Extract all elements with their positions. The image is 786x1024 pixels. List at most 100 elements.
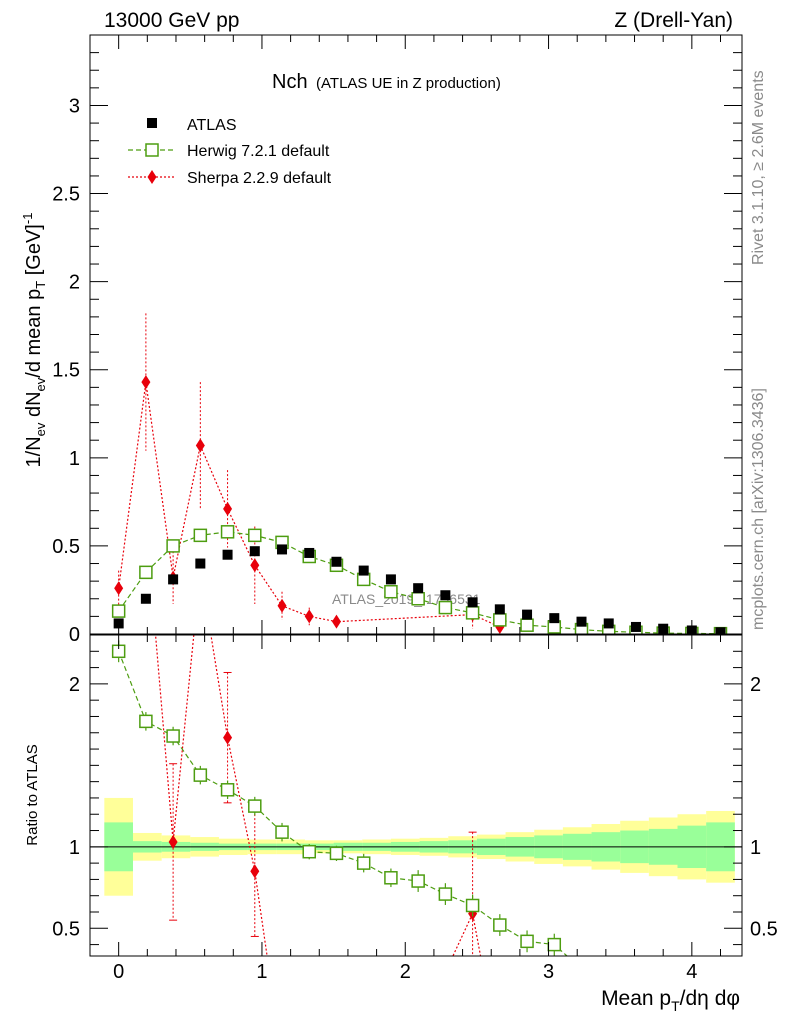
atlas-point [304,547,315,558]
sherpa-ratio-line [154,635,482,956]
main-y-tick-label: 3 [69,95,80,117]
atlas-point [494,604,505,615]
atlas-point [467,597,478,608]
sherpa-point [250,558,260,573]
x-tick-label: 4 [686,961,697,983]
herwig-ratio-point [329,846,344,861]
sherpa-ratio-point [168,834,178,849]
legend-herwig-marker [145,143,159,157]
analysis-watermark: ATLAS_2019_I1736531 [332,591,481,607]
sherpa-point [277,598,287,613]
main-y-tick-label: 0.5 [52,536,80,558]
main-y-tick-label: 1 [69,448,80,470]
rivet-version-label: Rivet 3.1.10, ≥ 2.6M events [750,70,767,265]
main-frame [89,34,743,635]
atlas-point [195,558,206,569]
atlas-point [140,593,151,604]
herwig-ratio-point [166,729,180,743]
herwig-ratio-point [193,768,208,782]
ratio-y-axis-label: Ratio to ATLAS [24,744,41,845]
sherpa-point [141,375,151,390]
atlas-point [249,546,260,557]
legend: ATLAS Herwig 7.2.1 default Sherpa 2.2.9 … [128,117,332,187]
atlas-point [222,549,233,560]
herwig-line [118,531,721,634]
herwig-ratio-line [118,651,568,956]
herwig-point [465,606,480,620]
herwig-ratio-point [411,874,425,888]
sherpa-point [304,609,314,624]
herwig-point [384,584,398,599]
main-y-axis-label: 1/Nev dNev/d mean pT [GeV]-1 [20,213,48,468]
herwig-ratio-point [275,825,289,839]
x-tick-labels: 0 1 2 3 4 [113,961,697,983]
herwig-point [248,528,262,543]
atlas-point [522,609,533,620]
herwig-point [411,592,425,606]
herwig-ratio-point [384,871,398,885]
herwig-point [139,565,153,580]
herwig-ratio-point [493,918,507,932]
legend-atlas-marker [147,118,157,128]
ratio-series [111,635,568,956]
sherpa-point [114,581,124,596]
ratio-y-tick-label-left: 0.5 [52,918,80,940]
ratio-frame [89,634,743,957]
herwig-ratio-point [520,934,534,949]
legend-herwig-label: Herwig 7.2.1 default [187,143,330,160]
mcplots-source-label: mcplots.cern.ch [arXiv:1306.3436] [750,388,767,630]
sherpa-ratio-point [223,730,233,745]
sherpa-point [223,501,233,516]
ratio-y-tick-label-right: 1 [750,837,761,859]
main-panel: ATLAS_2019_I1736531 0 0.5 1 1.5 2 2.5 3 Nch (A… [20,34,743,646]
herwig-ratio-point [465,898,480,913]
herwig-ratio-point [220,783,235,797]
herwig-ratio-point [356,856,371,870]
main-y-tick-label: 2 [69,272,80,294]
atlas-point [277,544,288,555]
main-y-tick-label: 1.5 [52,360,80,382]
x-tick-label: 1 [256,961,267,983]
legend-atlas-label: ATLAS [187,117,237,134]
main-title: Nch (ATLAS UE in Z production) [272,71,501,93]
energy-label: 13000 GeV pp [104,9,239,32]
herwig-point [520,618,534,632]
herwig-ratio-point [139,714,153,729]
x-tick-label: 0 [113,961,124,983]
main-y-tick-labels: 0 0.5 1 1.5 2 2.5 3 [52,95,80,646]
atlas-point [603,618,614,629]
legend-sherpa-label: Sherpa 2.2.9 default [187,170,332,187]
herwig-point [493,613,507,627]
x-tick-label: 2 [400,961,411,983]
ratio-y-tick-label-left: 1 [69,837,80,859]
atlas-point [630,621,641,632]
atlas-point [686,625,697,634]
sherpa-point [331,614,341,629]
atlas-point [113,618,124,629]
herwig-ratio-point [547,937,562,952]
atlas-point [440,590,451,601]
herwig-point [438,600,453,615]
herwig-ratio-point [248,799,262,813]
herwig-point [111,604,126,618]
atlas-point [331,556,342,567]
herwig-point [193,528,208,543]
herwig-ratio-point [438,887,453,901]
ratio-panel: 0.5 0.5 1 1 2 2 Ratio to ATLAS [24,634,778,957]
ratio-y-tick-label-left: 2 [69,674,80,696]
main-y-tick-label: 0 [69,624,80,646]
atlas-point [715,627,726,634]
main-title-text: Nch [272,71,308,93]
herwig-ratio-point [302,844,316,859]
ratio-y-tick-labels: 0.5 0.5 1 1 2 2 [52,674,778,940]
atlas-point [658,623,669,634]
main-series [111,313,728,634]
atlas-point [168,574,179,585]
atlas-point [549,613,560,624]
ratio-y-tick-label-right: 2 [750,674,761,696]
herwig-point [166,539,180,553]
sherpa-ratio-point [250,864,260,879]
sherpa-point [195,438,205,453]
x-tick-label: 3 [543,961,554,983]
